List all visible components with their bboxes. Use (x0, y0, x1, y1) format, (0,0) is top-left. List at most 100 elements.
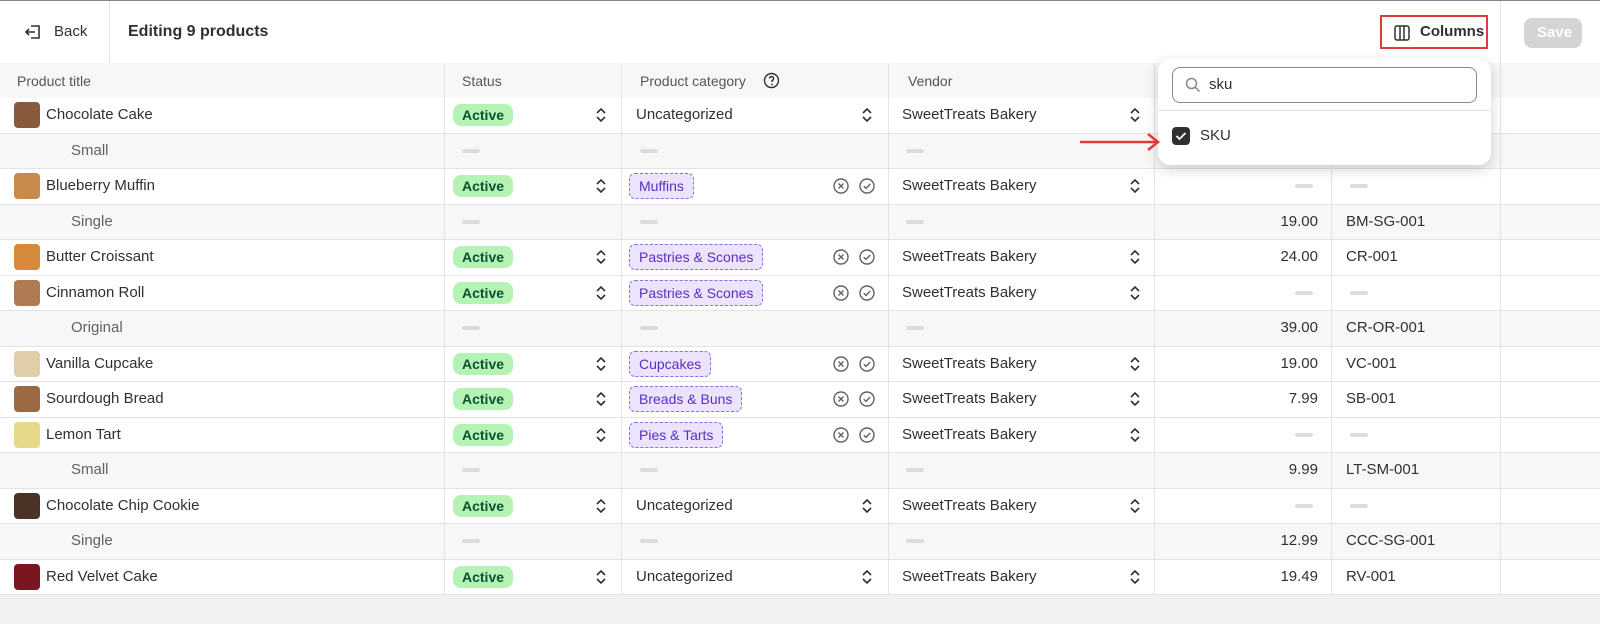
status-select[interactable] (592, 355, 610, 373)
status-badge[interactable]: Active (453, 388, 514, 410)
divider (1158, 110, 1491, 111)
status-badge[interactable]: Active (453, 352, 514, 375)
variant-title: Original (71, 319, 123, 336)
column-header: Product category (640, 73, 746, 89)
vendor-select[interactable]: SweetTreats Bakery (902, 425, 1037, 443)
back-button[interactable]: Back (54, 23, 88, 40)
status-badge[interactable]: Active (453, 423, 514, 446)
empty-cell (462, 219, 480, 224)
reject-button[interactable] (832, 248, 850, 266)
sku: SB-001 (1346, 390, 1397, 407)
empty-cell (640, 468, 658, 472)
accept-button[interactable] (858, 284, 876, 302)
category-select[interactable]: Uncategorized (636, 567, 733, 585)
accept-button[interactable] (858, 248, 876, 266)
vendor-select-icon[interactable] (1126, 284, 1144, 302)
status-select[interactable] (592, 426, 610, 444)
save-button[interactable]: Save (1524, 18, 1582, 48)
status-badge[interactable]: Active (453, 281, 514, 304)
search-icon (1185, 77, 1201, 93)
accept-button[interactable] (858, 426, 876, 444)
empty-cell (462, 326, 480, 330)
empty-cell (640, 148, 658, 153)
product-row: Sourdough Bread Active Breads & Buns SweetT… (0, 382, 1600, 418)
vendor-select-icon[interactable] (1126, 248, 1144, 266)
reject-button[interactable] (832, 355, 850, 373)
product-title: Lemon Tart (46, 425, 121, 443)
status-select[interactable] (592, 106, 610, 124)
status-badge[interactable]: Active (453, 494, 514, 517)
category-tag: Muffins (629, 173, 694, 199)
status-select[interactable] (592, 284, 610, 302)
category-select-icon[interactable] (858, 497, 876, 515)
empty-cell (906, 148, 924, 153)
columns-icon (1394, 25, 1410, 41)
vendor-select-icon[interactable] (1126, 177, 1144, 195)
column-divider (621, 63, 622, 595)
accept-button[interactable] (858, 177, 876, 195)
vendor-select-icon[interactable] (1126, 426, 1144, 444)
product-title: Sourdough Bread (46, 390, 164, 407)
category-tag: Pies & Tarts (629, 421, 724, 448)
vendor-select-icon[interactable] (1126, 355, 1144, 373)
vendor-select[interactable]: SweetTreats Bakery (902, 248, 1037, 265)
reject-button[interactable] (832, 426, 850, 444)
empty-cell (462, 539, 480, 543)
price: 39.00 (1280, 319, 1318, 336)
vendor-select[interactable]: SweetTreats Bakery (902, 283, 1037, 301)
status-badge[interactable]: Active (453, 104, 514, 126)
vendor-select-icon[interactable] (1126, 390, 1144, 408)
vendor-select[interactable]: SweetTreats Bakery (902, 177, 1037, 194)
status-badge[interactable]: Active (453, 565, 514, 588)
empty-cell (1350, 503, 1368, 508)
sku-option[interactable]: SKU (1200, 127, 1231, 144)
column-header: Vendor (908, 73, 953, 89)
accept-button[interactable] (858, 390, 876, 408)
product-thumbnail (14, 492, 40, 519)
column-header: Product title (17, 73, 91, 89)
product-thumbnail (14, 244, 40, 270)
reject-button[interactable] (832, 284, 850, 302)
product-title: Cinnamon Roll (46, 283, 145, 301)
vendor-select[interactable]: SweetTreats Bakery (902, 354, 1037, 372)
reject-button[interactable] (832, 390, 850, 408)
category-select-icon[interactable] (858, 568, 876, 586)
product-title: Vanilla Cupcake (46, 354, 154, 372)
sku: LT-SM-001 (1346, 461, 1420, 478)
vendor-select[interactable]: SweetTreats Bakery (902, 106, 1037, 123)
reject-button[interactable] (832, 177, 850, 195)
column-divider (444, 63, 445, 595)
category-select-icon[interactable] (858, 106, 876, 124)
status-select[interactable] (592, 390, 610, 408)
vendor-select[interactable]: SweetTreats Bakery (902, 390, 1037, 407)
accept-button[interactable] (858, 355, 876, 373)
empty-cell (906, 326, 924, 330)
vendor-select[interactable]: SweetTreats Bakery (902, 496, 1037, 514)
product-title: Chocolate Cake (46, 106, 153, 123)
status-badge[interactable]: Active (453, 175, 514, 197)
columns-button[interactable]: Columns (1380, 15, 1488, 49)
sku-checkbox[interactable] (1172, 127, 1190, 145)
search-input[interactable]: sku (1172, 67, 1477, 103)
status-badge[interactable]: Active (453, 246, 514, 268)
empty-cell (906, 219, 924, 224)
status-select[interactable] (592, 177, 610, 195)
category-select[interactable]: Uncategorized (636, 106, 733, 123)
search-text: sku (1209, 76, 1233, 93)
column-divider (1500, 63, 1501, 595)
status-select[interactable] (592, 248, 610, 266)
variant-title: Single (71, 212, 113, 230)
category-select[interactable]: Uncategorized (636, 496, 733, 514)
product-row: Blueberry Muffin Active Muffins SweetTreats… (0, 169, 1600, 205)
vendor-select[interactable]: SweetTreats Bakery (902, 567, 1037, 585)
status-select[interactable] (592, 497, 610, 515)
vendor-select-icon[interactable] (1126, 568, 1144, 586)
vendor-select-icon[interactable] (1126, 497, 1144, 515)
vendor-select-icon[interactable] (1126, 106, 1144, 124)
empty-cell (906, 539, 924, 543)
category-tag: Pastries & Scones (629, 279, 764, 306)
product-title: Butter Croissant (46, 248, 154, 265)
empty-cell (1350, 290, 1368, 295)
price: 24.00 (1280, 248, 1318, 265)
status-select[interactable] (592, 568, 610, 586)
